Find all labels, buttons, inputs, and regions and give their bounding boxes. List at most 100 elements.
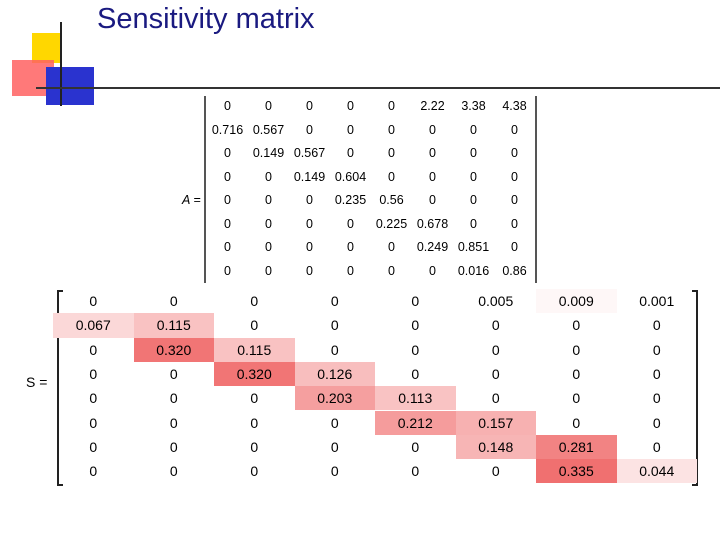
matrix-a-cell: 0 — [306, 216, 313, 231]
matrix-a-cell: 0.678 — [416, 216, 449, 231]
matrix-s-cell: 0 — [169, 390, 178, 407]
matrix-s-cell: 0 — [491, 390, 500, 407]
matrix-s-cell: 0 — [250, 317, 259, 334]
matrix-a-cell: 0.604 — [334, 169, 367, 184]
matrix-a-label: A = — [182, 193, 201, 207]
matrix-a-cell: 0.149 — [293, 169, 326, 184]
matrix-a-cell: 0.86 — [502, 263, 527, 278]
matrix-s-cell: 0 — [491, 365, 500, 382]
matrix-s-cell: 0 — [250, 293, 259, 309]
matrix-s-cell: 0 — [330, 317, 339, 334]
matrix-s-cell: 0 — [411, 341, 420, 358]
matrix-a-cell: 0 — [429, 193, 436, 207]
matrix-s-cell: 0.126 — [294, 361, 375, 387]
matrix-a-cell: 0 — [347, 216, 354, 231]
title-underline — [36, 87, 720, 89]
matrix-s-cell: 0 — [169, 463, 178, 480]
matrix-s-cell: 0.335 — [536, 459, 617, 484]
matrix-s-cell: 0 — [572, 317, 581, 334]
matrix-s-cell: 0 — [411, 365, 420, 382]
matrix-a-cell: 0.225 — [375, 216, 408, 231]
matrix-s-cell: 0.115 — [214, 337, 295, 362]
logo-blue-square — [46, 67, 94, 105]
matrix-a-cell: 0 — [306, 193, 313, 207]
matrix-a-cell: 0 — [224, 216, 231, 231]
matrix-a-cell: 0 — [470, 216, 477, 231]
matrix-s-cell: 0 — [652, 317, 661, 334]
matrix-a-cell: 0 — [347, 122, 354, 137]
matrix-s-cell: 0 — [330, 414, 339, 431]
matrix-s-cell: 0 — [572, 341, 581, 358]
matrix-a-cell: 0 — [470, 169, 477, 184]
matrix-s-cell: 0 — [572, 390, 581, 407]
matrix-s-cell: 0.281 — [536, 434, 617, 460]
matrix-s-cell: 0 — [250, 414, 259, 431]
matrix-a-cell: 0 — [306, 122, 313, 137]
matrix-a-cell: 0.235 — [334, 193, 367, 207]
matrix-a-cell: 4.38 — [502, 99, 527, 113]
matrix-a-cell: 0 — [511, 240, 518, 254]
matrix-s-cell: 0 — [89, 365, 98, 382]
matrix-s-cell: 0 — [491, 463, 500, 480]
matrix-s-cell: 0 — [250, 438, 259, 455]
matrix-s-cell: 0 — [89, 463, 98, 480]
matrix-a-cell: 0 — [388, 146, 395, 160]
matrix-s-cell: 0 — [652, 365, 661, 382]
matrix-s-cell: 0 — [411, 293, 420, 309]
logo-yellow-square — [32, 33, 62, 63]
matrix-s-cell: 0.212 — [375, 410, 456, 435]
matrix-a-cell: 0.851 — [457, 240, 490, 254]
matrix-s-cell: 0 — [169, 438, 178, 455]
matrix-a-cell: 2.22 — [420, 99, 445, 113]
matrix-s-cell: 0 — [572, 414, 581, 431]
matrix-s-label: S = — [26, 374, 48, 390]
matrix-a-cell: 0 — [388, 122, 395, 137]
matrix-a-cell: 0 — [265, 169, 272, 184]
matrix-a-cell: 0 — [388, 240, 395, 254]
matrix-s-cell: 0 — [89, 293, 98, 309]
matrix-a-cell: 0.56 — [379, 193, 404, 207]
matrix-a-cell: 0 — [224, 240, 231, 254]
matrix-s-cell: 0 — [169, 414, 178, 431]
matrix-a-cell: 0 — [224, 99, 231, 113]
matrix-s-cell: 0 — [652, 341, 661, 358]
matrix-s-cell: 0.001 — [639, 293, 675, 309]
matrix-a-cell: 0 — [224, 263, 231, 278]
matrix-a-cell: 0 — [265, 240, 272, 254]
matrix-s-cell: 0 — [330, 341, 339, 358]
matrix-s-cell: 0 — [652, 414, 661, 431]
matrix-a-cell: 0 — [429, 122, 436, 137]
matrix-s-cell: 0 — [89, 390, 98, 407]
matrix-s-cell: 0 — [330, 438, 339, 455]
slide-title: Sensitivity matrix — [97, 3, 315, 35]
matrix-a-cell: 0.249 — [416, 240, 449, 254]
matrix-s-cell: 0 — [169, 365, 178, 382]
matrix-s-cell: 0 — [411, 317, 420, 334]
matrix-a-cell: 0 — [347, 99, 354, 113]
matrix-s-cell: 0.009 — [536, 289, 617, 314]
matrix-s-cell: 0 — [250, 390, 259, 407]
matrix-s-cell: 0 — [572, 365, 581, 382]
matrix-s-cell: 0 — [491, 341, 500, 358]
matrix-s-cell: 0.067 — [53, 313, 134, 338]
matrix-a-right-bracket — [535, 96, 537, 283]
matrix-a-cell: 0 — [306, 263, 313, 278]
matrix-s-cell: 0 — [89, 414, 98, 431]
matrix-a-cell: 0 — [511, 193, 518, 207]
matrix-a-cell: 0 — [511, 169, 518, 184]
matrix-s-cell: 0.113 — [375, 386, 456, 411]
matrix-a-cell: 0 — [429, 263, 436, 278]
matrix-a-cell: 0 — [306, 240, 313, 254]
matrix-a-cell: 3.38 — [461, 99, 486, 113]
matrix-a-cell: 0 — [470, 146, 477, 160]
matrix-a-cell: 0 — [511, 122, 518, 137]
matrix-a-cell: 0 — [388, 169, 395, 184]
matrix-a-cell: 0 — [224, 146, 231, 160]
matrix-s-cell: 0 — [169, 293, 178, 309]
matrix-a-cell: 0 — [347, 263, 354, 278]
matrix-s-cell: 0.320 — [214, 361, 295, 387]
matrix-s-cell: 0 — [89, 341, 98, 358]
matrix-a-cell: 0 — [347, 240, 354, 254]
matrix-a-cell: 0.567 — [293, 146, 326, 160]
matrix-s-cell: 0.115 — [133, 313, 214, 338]
